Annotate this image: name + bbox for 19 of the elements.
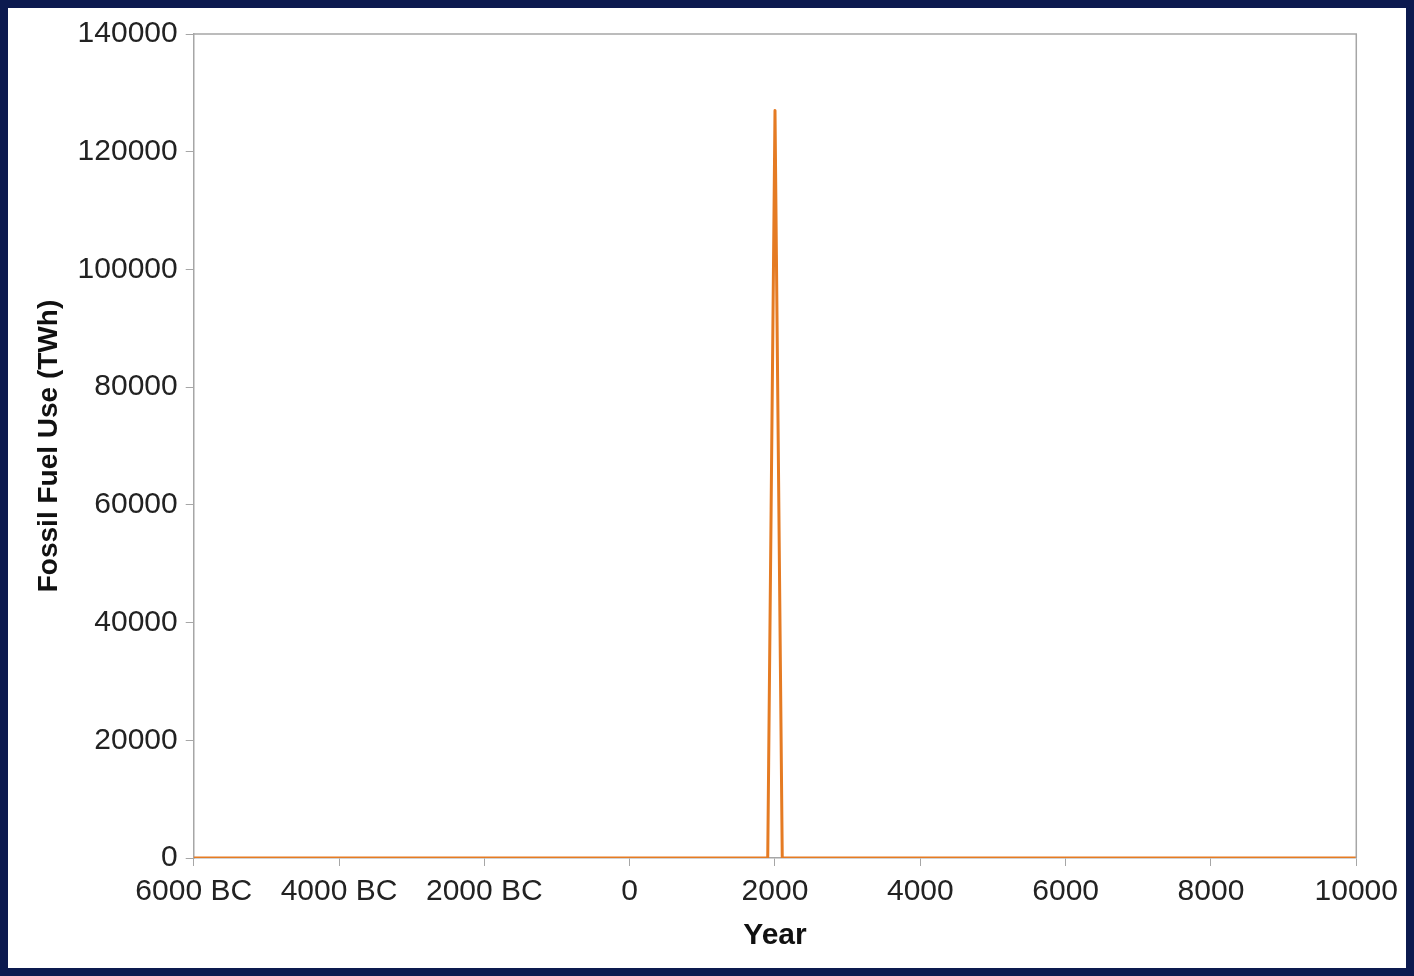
- y-tick-label: 80000: [94, 368, 178, 402]
- y-tick-label: 120000: [77, 132, 178, 166]
- y-tick-label: 100000: [77, 250, 178, 284]
- x-tick-label: 4000: [886, 873, 954, 907]
- y-tick-label: 0: [161, 839, 178, 873]
- x-tick-label: 4000 BC: [280, 873, 398, 907]
- x-axis-title: Year: [743, 917, 808, 951]
- x-tick-label: 6000: [1032, 873, 1100, 907]
- x-tick-label: 8000: [1177, 873, 1245, 907]
- y-tick-label: 20000: [94, 721, 178, 755]
- y-tick-label: 140000: [77, 15, 178, 49]
- x-tick-label: 2000 BC: [425, 873, 543, 907]
- x-tick-label: 6000 BC: [135, 873, 253, 907]
- x-tick-label: 10000: [1314, 873, 1399, 907]
- y-tick-label: 60000: [94, 486, 178, 520]
- y-tick-label: 40000: [94, 603, 178, 637]
- x-tick-label: 2000: [741, 873, 809, 907]
- y-axis-title: Fossil Fuel Use (TWh): [31, 299, 63, 593]
- x-tick-label: 0: [621, 873, 639, 907]
